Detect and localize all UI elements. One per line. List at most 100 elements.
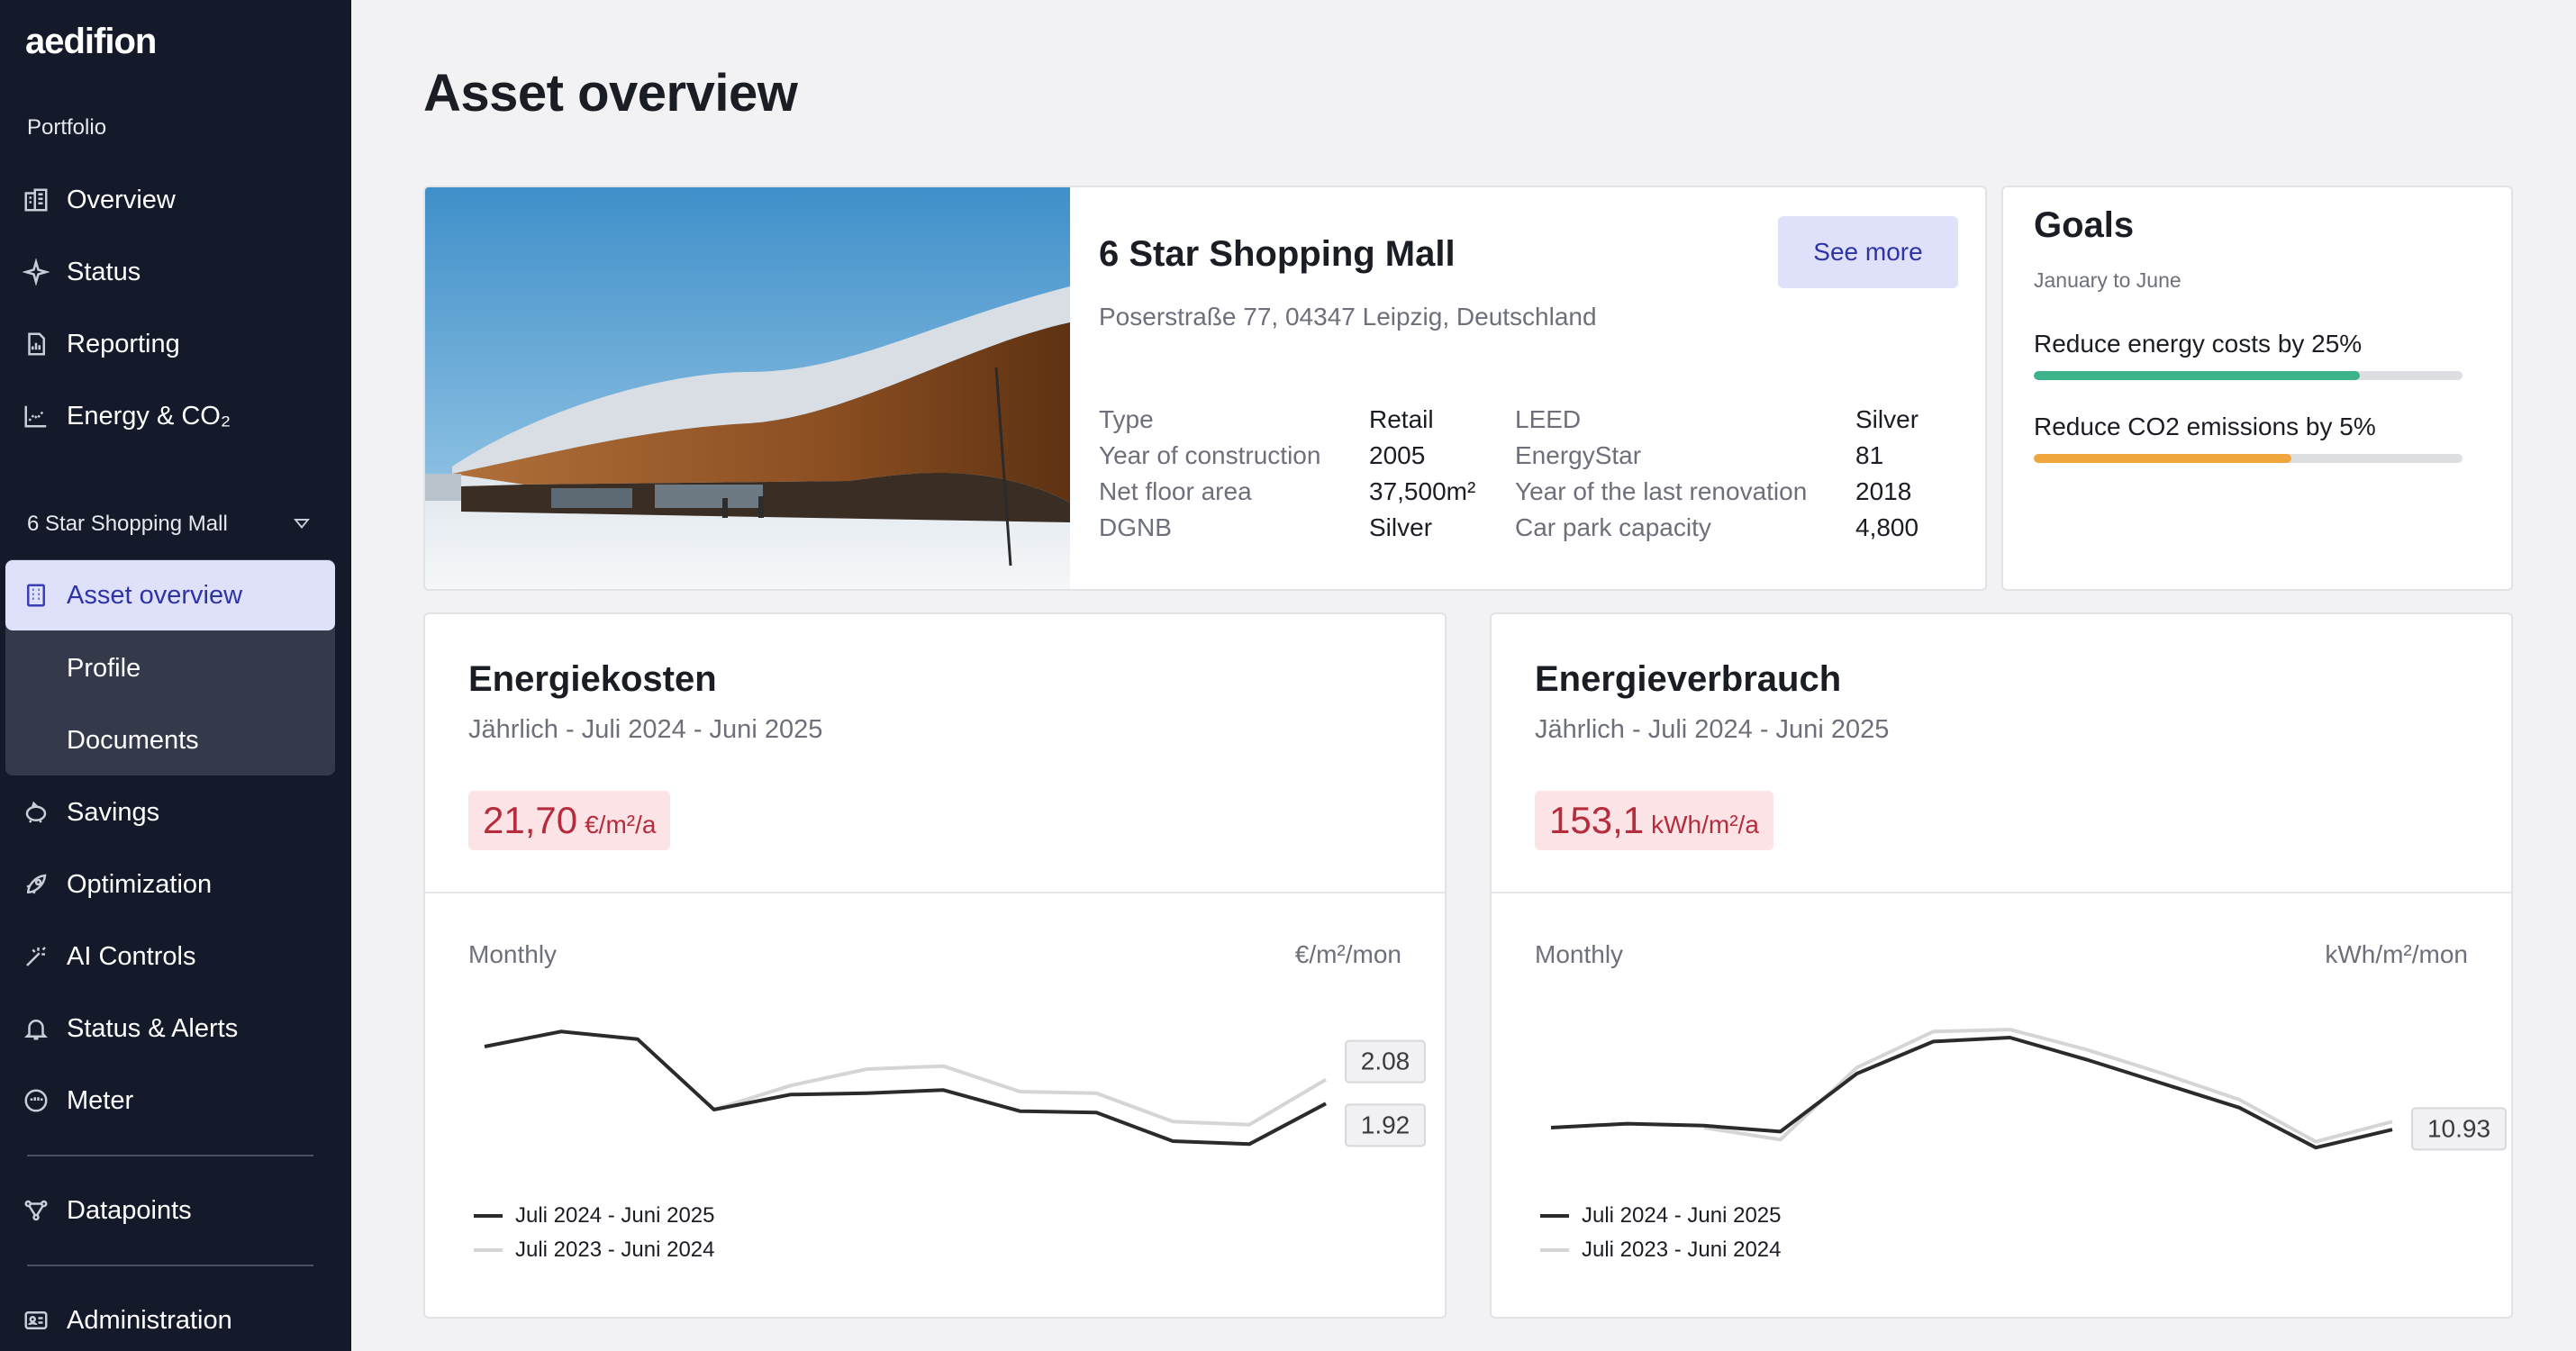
legend-item-current[interactable]: Juli 2024 - Juni 2025 [1540,1203,1781,1229]
sidebar-item-documents[interactable]: Documents [0,704,351,776]
asset-address: Poserstraße 77, 04347 Leipzig, Deutschla… [1099,303,1597,331]
prop-key: DGNB [1099,513,1172,541]
legend-swatch [474,1248,503,1252]
see-more-button[interactable]: See more [1778,216,1958,288]
building-selector[interactable]: 6 Star Shopping Mall [27,512,228,536]
sidebar-item-ai-controls[interactable]: AI Controls [0,920,351,993]
series-line-previous[interactable] [1703,1028,2393,1144]
legend-swatch [1540,1248,1569,1252]
asset-props-left-values: Retail 2005 37,500m² Silver [1369,402,1475,546]
sidebar-item-label: Documents [67,725,199,755]
goal-progress-fill [2034,454,2291,463]
legend-item-current[interactable]: Juli 2024 - Juni 2025 [474,1203,714,1229]
metric-separator [1492,892,2511,893]
prop-value: 81 [1855,441,1884,469]
section-label-portfolio: Portfolio [27,115,107,140]
prop-key: EnergyStar [1515,441,1642,469]
prop-value: 37,500m² [1369,477,1476,505]
chart-unit-label: €/m²/mon [1294,940,1401,968]
prop-key: Car park capacity [1515,513,1711,541]
prop-value: Retail [1369,405,1434,433]
prop-key: Year of construction [1099,441,1321,469]
goal-progress-fill [2034,371,2360,380]
tooltip-current-value: 2.08 [1345,1039,1426,1084]
prop-value: 4,800 [1855,513,1919,541]
legend-label: Juli 2024 - Juni 2025 [1582,1203,1782,1228]
goal-label: Reduce energy costs by 25% [2034,330,2363,358]
tooltip-previous-value: 1.92 [1345,1103,1426,1147]
sidebar-item-datapoints[interactable]: Datapoints [0,1174,351,1247]
legend-item-previous[interactable]: Juli 2023 - Juni 2024 [474,1238,714,1263]
metric-title: Energieverbrauch [1535,659,1842,699]
energy-cost-chart[interactable]: 1.92 2.08 [425,614,1447,1319]
legend-swatch [1540,1214,1569,1218]
datapoints-icon [22,1196,50,1225]
sidebar-item-asset-overview[interactable]: Asset overview [5,560,335,630]
chart-icon [22,402,50,431]
metric-value-badge: 21,70 €/m²/a [468,791,671,850]
legend-item-previous[interactable]: Juli 2023 - Juni 2024 [1540,1238,1781,1263]
sidebar: aedifion Portfolio Overview Status Repor… [0,0,351,1351]
sparkle-icon [22,258,50,286]
sidebar-item-label: Asset overview [67,580,243,610]
prop-value: 2018 [1855,477,1912,505]
sidebar-item-energy-co2[interactable]: Energy & CO₂ [0,380,351,452]
series-line-current[interactable] [1550,1036,2393,1150]
metric-value: 21,70 [483,799,578,841]
page-title: Asset overview [423,64,798,122]
sidebar-item-label: Profile [67,653,141,683]
asset-props-right-values: Silver 81 2018 4,800 [1855,402,1918,546]
metric-subtitle: Jährlich - Juli 2024 - Juni 2025 [1535,715,1890,744]
chart-period-label: Monthly [1535,940,1624,968]
sidebar-item-label: Status [67,257,141,286]
chart-period-label: Monthly [468,940,558,968]
sidebar-item-profile[interactable]: Profile [0,632,351,704]
sidebar-item-reporting[interactable]: Reporting [0,308,351,380]
series-line-current[interactable] [484,1029,1327,1147]
metric-separator [425,892,1445,893]
sidebar-item-overview[interactable]: Overview [0,164,351,236]
tooltip-current-value: 10.93 [2411,1107,2507,1151]
energy-cost-card: Energiekosten Jährlich - Juli 2024 - Jun… [423,612,1447,1319]
bell-icon [22,1014,50,1043]
metric-unit: kWh/m²/a [1651,811,1759,839]
prop-key: Type [1099,405,1154,433]
sidebar-item-label: Reporting [67,329,180,358]
svg-text:1.92: 1.92 [1361,1111,1410,1138]
sidebar-item-optimization[interactable]: Optimization [0,848,351,920]
sidebar-item-label: Energy & CO₂ [67,401,231,431]
app-logo[interactable]: aedifion [25,22,157,61]
metric-title: Energiekosten [468,659,717,699]
legend-label: Juli 2023 - Juni 2024 [515,1238,715,1262]
legend-swatch [474,1214,503,1218]
metric-value: 153,1 [1549,799,1645,841]
magic-wand-icon [22,942,50,971]
goals-title: Goals [2034,205,2135,245]
series-line-previous[interactable] [713,1064,1328,1127]
sidebar-item-status-alerts[interactable]: Status & Alerts [0,993,351,1065]
sidebar-item-status[interactable]: Status [0,236,351,308]
energy-consumption-card: Energieverbrauch Jährlich - Juli 2024 - … [1490,612,2513,1319]
asset-card: 6 Star Shopping Mall Poserstraße 77, 043… [423,186,1987,591]
report-icon [22,330,50,358]
gauge-icon [22,1086,50,1115]
prop-value: Silver [1855,405,1919,433]
chevron-down-icon[interactable] [294,519,310,529]
sidebar-divider [27,1265,313,1266]
rocket-icon [22,870,50,899]
sidebar-item-label: Meter [67,1085,134,1115]
prop-key: Year of the last renovation [1515,477,1808,505]
sidebar-item-savings[interactable]: Savings [0,776,351,848]
sidebar-item-administration[interactable]: Administration [0,1284,351,1351]
goal-progress-bar [2034,454,2463,463]
sidebar-item-meter[interactable]: Meter [0,1065,351,1137]
prop-value: Silver [1369,513,1433,541]
energy-consumption-chart[interactable]: 10.93 [1492,614,2513,1319]
sidebar-item-label: Overview [67,185,176,214]
asset-props-right-keys: LEED EnergyStar Year of the last renovat… [1515,402,1807,546]
asset-icon [22,581,50,610]
legend-label: Juli 2023 - Juni 2024 [1582,1238,1782,1262]
building-icon [22,186,50,214]
sidebar-item-label: Optimization [67,869,213,899]
sidebar-divider [27,1155,313,1156]
